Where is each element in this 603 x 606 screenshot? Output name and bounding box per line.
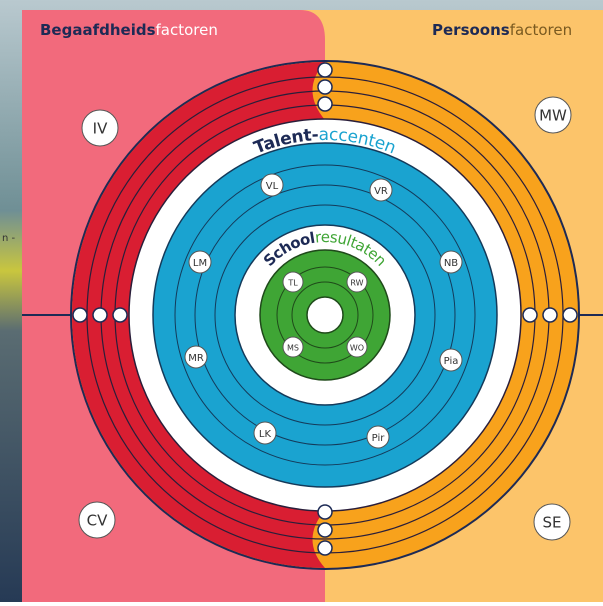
header-right: Persoonsfactoren — [432, 21, 572, 39]
talent-label: NB — [444, 258, 458, 269]
symbol — [523, 308, 537, 322]
diagram: n - Begaafdheidsfactoren Persoonsfactore… — [0, 0, 603, 602]
symbol — [113, 308, 127, 322]
corner-label: CV — [87, 512, 108, 530]
symbol — [318, 80, 332, 94]
talent-label: VR — [374, 186, 388, 197]
school-label: MS — [287, 344, 299, 353]
corner-label: SE — [543, 514, 562, 532]
symbol — [93, 308, 107, 322]
talent-label: Pir — [372, 433, 386, 444]
symbol — [318, 97, 332, 111]
symbol — [318, 523, 332, 537]
background-text: n - — [2, 233, 16, 244]
school-label: RW — [350, 279, 363, 288]
symbol — [563, 308, 577, 322]
symbol — [73, 308, 87, 322]
header-left: Begaafdheidsfactoren — [40, 21, 218, 39]
symbol — [318, 63, 332, 77]
talent-label: VL — [266, 181, 279, 192]
corner-label: IV — [93, 120, 108, 138]
school-label: TL — [287, 279, 298, 288]
talent-label: LM — [193, 258, 207, 269]
symbol — [543, 308, 557, 322]
symbol — [318, 541, 332, 555]
talent-label: MR — [188, 353, 204, 364]
corner-label: MW — [539, 107, 567, 125]
talent-label: Pia — [444, 356, 459, 367]
school-label: WO — [350, 344, 364, 353]
talent-label: LK — [259, 429, 272, 440]
symbol — [318, 505, 332, 519]
